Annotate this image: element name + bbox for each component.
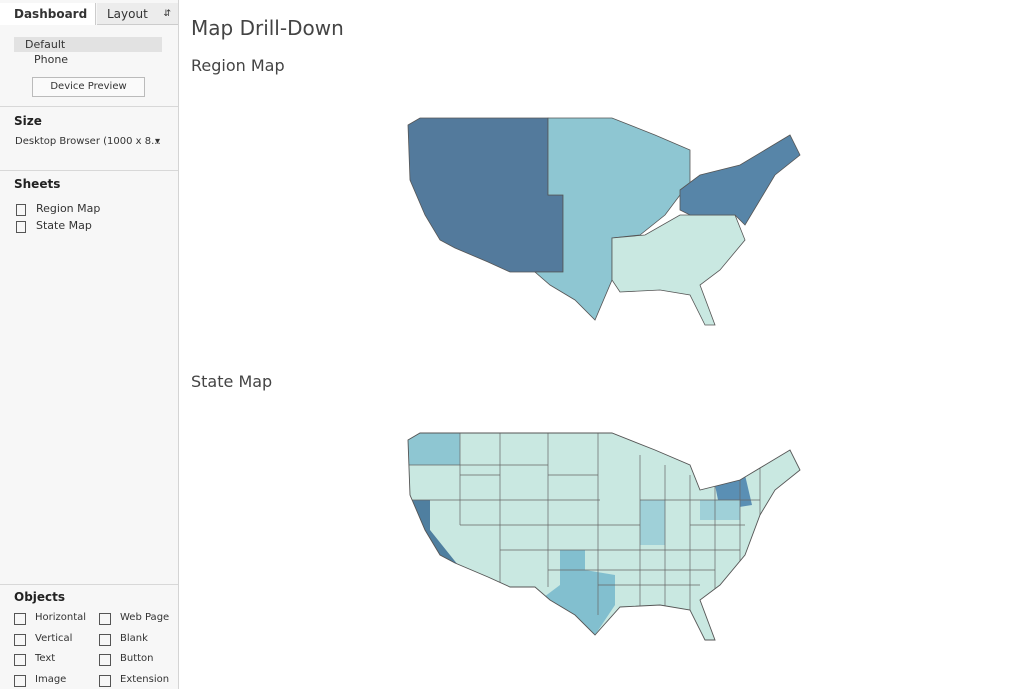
object-item[interactable]: Button <box>120 653 154 664</box>
tab-arrow: ⇵ <box>163 9 171 19</box>
object-icon <box>14 613 26 625</box>
separator <box>0 106 178 107</box>
object-icon <box>99 613 111 625</box>
button[interactable]: Device Preview <box>32 77 145 97</box>
sheet-icon <box>16 221 26 233</box>
object-item[interactable]: Image <box>35 673 67 685</box>
object-item[interactable]: Blank <box>120 632 148 644</box>
tab-label: Layout <box>107 7 148 21</box>
sidebar: Dashboard Layout ⇵ Default Phone Device P… <box>0 0 179 689</box>
section-title: Sheets <box>14 177 61 191</box>
dashboard-title: Map Drill-Down <box>191 16 344 40</box>
sheet-title: State Map <box>191 372 273 391</box>
object-item[interactable]: Horizontal <box>35 612 87 623</box>
separator <box>0 584 178 585</box>
object-item[interactable]: Web Page <box>120 612 170 623</box>
dropdown-arrow: ▾ <box>155 136 161 147</box>
separator <box>0 170 178 171</box>
device-option[interactable]: Phone <box>34 53 69 66</box>
object-icon <box>99 654 111 666</box>
sheet-icon <box>16 204 26 216</box>
tab[interactable]: Layout ⇵ <box>97 3 178 25</box>
sheet-title: Region Map <box>191 56 285 75</box>
dropdown-value: Desktop Browser (1000 x 8... <box>15 136 161 147</box>
tab[interactable]: Dashboard <box>0 3 96 25</box>
sheet-item[interactable]: State Map <box>36 219 92 232</box>
object-icon <box>99 674 111 687</box>
dashboard: Map Drill-Down Region Map State Map <box>179 0 1024 689</box>
section-title: Size <box>14 114 42 128</box>
object-icon <box>14 654 26 666</box>
object-item[interactable]: Text <box>35 653 56 664</box>
object-item[interactable]: Vertical <box>35 632 73 644</box>
object-icon <box>14 633 26 646</box>
object-item[interactable]: Extension <box>120 673 170 685</box>
section-title: Objects <box>14 590 66 604</box>
dropdown[interactable]: Desktop Browser (1000 x 8... ▾ <box>15 136 161 147</box>
object-icon <box>14 674 26 687</box>
device-option[interactable]: Default <box>14 37 162 52</box>
sheet-item[interactable]: Region Map <box>36 202 101 215</box>
object-icon <box>99 633 111 646</box>
